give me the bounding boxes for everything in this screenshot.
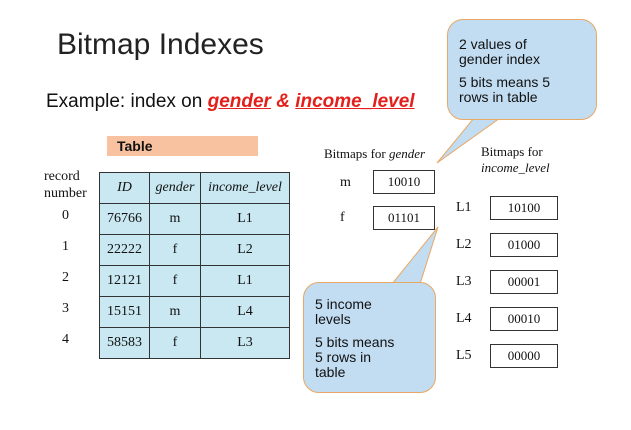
record-number-label: record number: [44, 168, 87, 202]
table-cell: L3: [200, 327, 290, 359]
table-row: 58583 f L3: [99, 327, 290, 359]
gender-bitmap-key: f: [340, 210, 345, 225]
income-bitmap-key: L1: [456, 200, 472, 215]
gender-callout-pointer: [436, 117, 502, 164]
income-callout-line: 5 bits means: [315, 334, 395, 350]
income-bitmap-value: 01000: [490, 233, 558, 257]
table-cell: L2: [200, 234, 290, 266]
income-callout-line: table: [315, 364, 346, 380]
gender-callout-line: 5 bits means 5: [459, 74, 551, 90]
income-bitmap-key: L2: [456, 237, 472, 252]
income-bitmaps-header: Bitmaps for income_level: [481, 144, 550, 176]
gender-bitmap-value: 01101: [373, 206, 435, 230]
subtitle-income: income_level: [295, 91, 415, 112]
data-table: ID gender income_level 76766 m L1 22222 …: [99, 172, 290, 359]
record-label-line1: record: [44, 169, 80, 184]
income-callout-line: 5 income: [315, 296, 372, 312]
gender-bitmaps-header: Bitmaps for gender: [324, 146, 425, 162]
table-cell: 58583: [99, 327, 150, 359]
gender-callout-line: rows in table: [459, 89, 538, 105]
slide-subtitle: Example: index on gender & income_level: [46, 91, 415, 113]
table-cell: 76766: [99, 203, 150, 235]
table-row: 12121 f L1: [99, 265, 290, 297]
record-number: 1: [62, 239, 69, 254]
subtitle-gender: gender: [207, 91, 271, 112]
income-callout-line: 5 rows in: [315, 349, 372, 365]
income-bitmap-value: 10100: [490, 196, 558, 220]
gender-bitmap-key: m: [340, 175, 351, 190]
record-label-line2: number: [44, 186, 87, 201]
record-number: 0: [62, 208, 69, 223]
gender-bitmaps-header-term: gender: [389, 146, 426, 161]
gender-bitmaps-header-prefix: Bitmaps for: [324, 146, 389, 161]
table-header-cell: gender: [149, 172, 201, 204]
gender-callout-line: 2 values of: [459, 36, 527, 52]
income-bitmap-value: 00000: [490, 344, 558, 368]
record-number: 3: [62, 301, 69, 316]
table-row: 22222 f L2: [99, 234, 290, 266]
table-cell: 22222: [99, 234, 150, 266]
income-bitmaps-header-line1: Bitmaps for: [481, 144, 543, 159]
income-bitmap-value: 00001: [490, 270, 558, 294]
income-bitmap-key: L4: [456, 311, 472, 326]
table-header-row: ID gender income_level: [99, 172, 290, 204]
table-row: 15151 m L4: [99, 296, 290, 328]
gender-callout-line: gender index: [459, 51, 540, 67]
table-tab-label: Table: [107, 136, 258, 156]
subtitle-prefix: Example: index on: [46, 91, 208, 112]
gender-bitmap-value: 10010: [373, 170, 435, 194]
income-callout-line: levels: [315, 311, 351, 327]
table-cell: f: [149, 327, 201, 359]
income-bitmap-key: L3: [456, 274, 472, 289]
income-bitmaps-header-line2: income_level: [481, 160, 550, 175]
subtitle-amp: &: [270, 91, 296, 112]
slide-title: Bitmap Indexes: [57, 28, 264, 61]
income-callout-pointer: [390, 226, 439, 285]
gender-callout: 2 values of gender index 5 bits means 5 …: [447, 19, 597, 120]
income-callout: 5 income levels 5 bits means 5 rows in t…: [303, 282, 436, 393]
record-number: 2: [62, 270, 69, 285]
record-number: 4: [62, 332, 69, 347]
table-cell: 15151: [99, 296, 150, 328]
table-cell: 12121: [99, 265, 150, 297]
income-bitmap-key: L5: [456, 348, 472, 363]
income-bitmap-value: 00010: [490, 307, 558, 331]
table-cell: f: [149, 234, 201, 266]
table-header-cell: income_level: [200, 172, 290, 204]
